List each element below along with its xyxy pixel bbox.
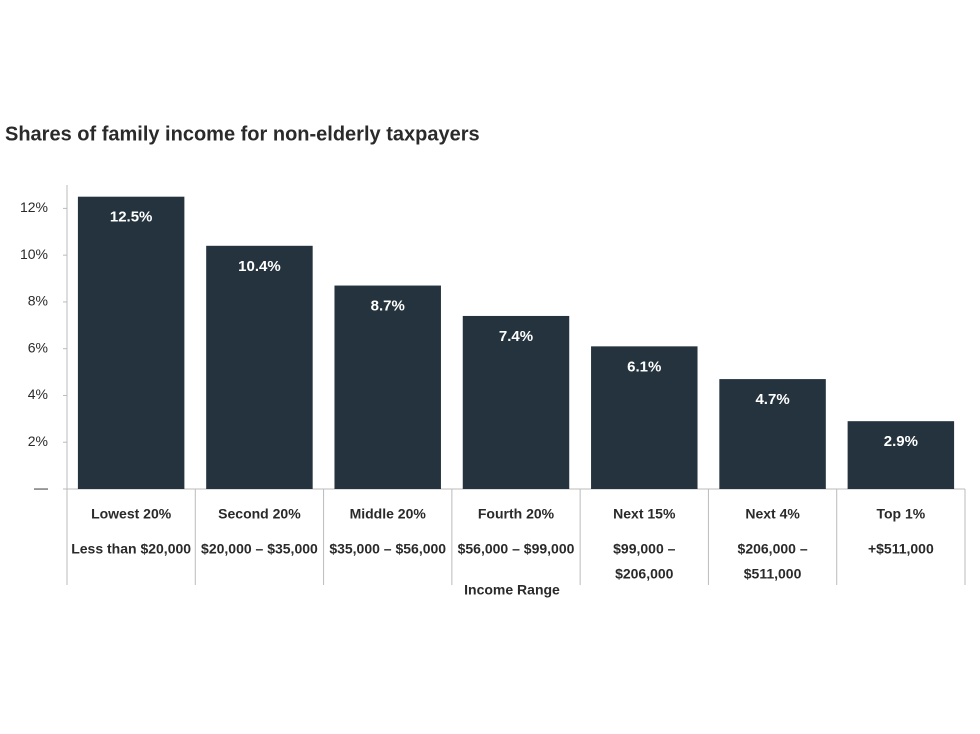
bar (206, 245, 313, 489)
x-range-label: $206,000 (615, 566, 674, 582)
x-tick-label: Next 15% (613, 506, 676, 522)
value-label: 4.7% (755, 391, 789, 408)
x-range-label: $20,000 – $35,000 (201, 541, 318, 557)
bar (719, 379, 826, 489)
x-range-label: Less than $20,000 (71, 541, 191, 557)
x-axis-label: Income Range (464, 582, 560, 598)
value-label: 7.4% (499, 328, 533, 345)
y-tick-label: — (34, 480, 48, 496)
x-tick-label: Middle 20% (350, 506, 427, 522)
x-range-label: $206,000 – (738, 541, 808, 557)
chart-title: Shares of family income for non-elderly … (5, 123, 480, 145)
value-label: 10.4% (238, 258, 281, 275)
value-label: 2.9% (884, 433, 918, 450)
y-tick-label: 12% (20, 199, 48, 215)
y-tick-label: 6% (28, 339, 48, 355)
x-range-label: $511,000 (744, 566, 802, 582)
value-label: 8.7% (371, 298, 405, 315)
x-tick-label: Lowest 20% (91, 506, 172, 522)
x-range-label: $35,000 – $56,000 (329, 541, 446, 557)
x-tick-label: Fourth 20% (478, 506, 555, 522)
x-tick-label: Top 1% (876, 506, 925, 522)
x-range-label: $56,000 – $99,000 (458, 541, 575, 557)
bar (334, 285, 441, 489)
bar (591, 346, 698, 489)
x-range-label: $99,000 – (613, 541, 675, 557)
y-tick-label: 10% (20, 246, 48, 262)
y-tick-label: 4% (28, 386, 48, 402)
value-label: 12.5% (110, 209, 153, 226)
x-range-label: +$511,000 (868, 541, 934, 557)
bar (847, 421, 955, 489)
x-tick-label: Second 20% (218, 506, 301, 522)
value-label: 6.1% (627, 358, 661, 375)
bar (462, 315, 570, 489)
y-tick-label: 8% (28, 293, 48, 309)
x-tick-label: Next 4% (745, 506, 800, 522)
bar (77, 196, 185, 489)
y-tick-label: 2% (28, 433, 48, 449)
